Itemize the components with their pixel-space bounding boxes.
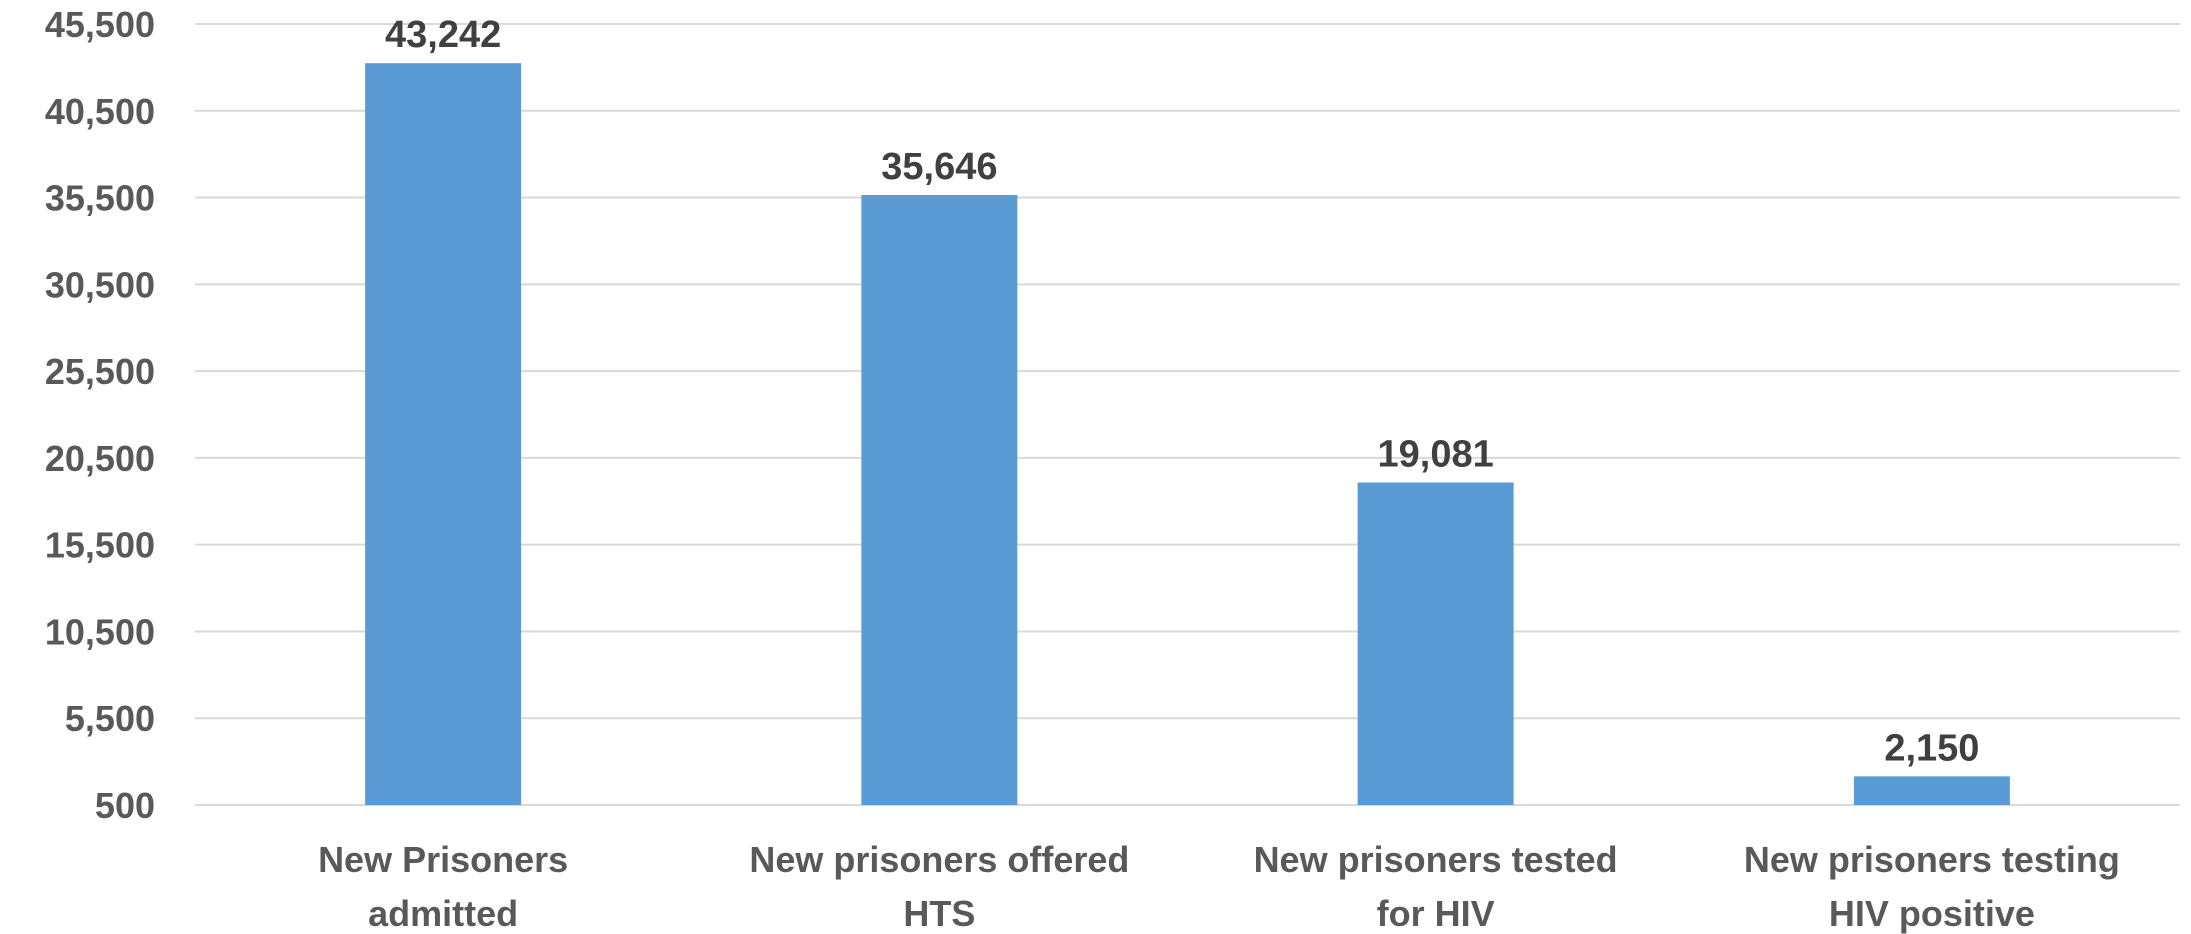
x-tick-label: HTS	[903, 893, 975, 934]
data-label: 35,646	[881, 146, 997, 188]
y-tick-label: 25,500	[45, 351, 155, 392]
x-tick-label: New prisoners tested	[1254, 839, 1618, 880]
data-label: 43,242	[385, 14, 501, 56]
y-tick-label: 15,500	[45, 525, 155, 566]
y-tick-label: 10,500	[45, 611, 155, 652]
y-tick-label: 5,500	[65, 698, 155, 739]
x-tick-label: New Prisoners	[318, 839, 568, 880]
x-tick-label: for HIV	[1377, 893, 1495, 934]
gridlines	[195, 23, 2180, 806]
x-axis: New Prisoners admitted New prisoners offer…	[318, 839, 2120, 934]
data-label: 19,081	[1378, 434, 1494, 476]
bar	[861, 195, 1018, 806]
y-tick-label: 45,500	[45, 4, 155, 45]
x-tick-label: HIV positive	[1829, 893, 2035, 934]
y-tick-label: 30,500	[45, 264, 155, 305]
bars	[365, 63, 2010, 806]
bar	[1853, 776, 2010, 805]
x-tick-label: New prisoners offered	[749, 839, 1129, 880]
y-tick-label: 500	[95, 785, 155, 826]
x-tick-label: New prisoners testing	[1744, 839, 2120, 880]
y-tick-label: 40,500	[45, 91, 155, 132]
data-labels: 43,242 35,646 19,081 2,150	[385, 14, 1979, 769]
bar	[365, 63, 522, 805]
x-tick-label: admitted	[368, 893, 518, 934]
bar	[1357, 482, 1514, 805]
y-tick-label: 20,500	[45, 438, 155, 479]
y-axis: 500 5,500 10,500 15,500 20,500 25,500 30,500 35…	[45, 4, 155, 826]
data-label: 2,150	[1884, 727, 1979, 769]
y-tick-label: 35,500	[45, 178, 155, 219]
